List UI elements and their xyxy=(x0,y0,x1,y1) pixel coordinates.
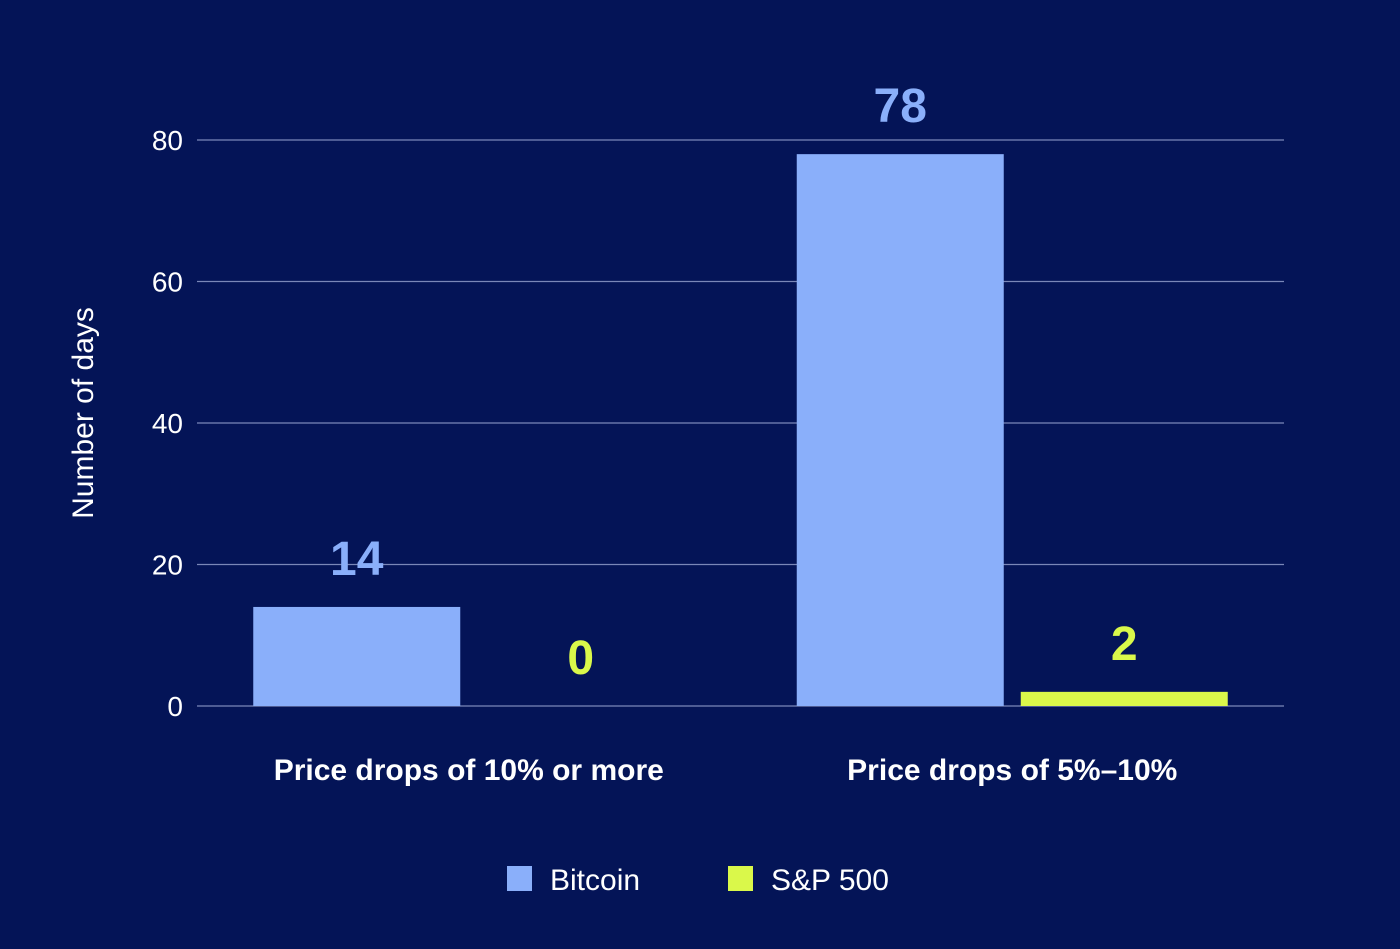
category-label: Price drops of 10% or more xyxy=(274,754,664,787)
bar-sp500-2 xyxy=(1020,691,1228,706)
category-label: Price drops of 5%–10% xyxy=(847,754,1177,787)
legend-label-bitcoin: Bitcoin xyxy=(550,864,640,897)
data-label: 78 xyxy=(874,80,927,133)
legend-label-sp500: S&P 500 xyxy=(771,864,889,897)
y-axis-title: Number of days xyxy=(67,307,100,519)
legend-swatch-bitcoin xyxy=(507,866,532,891)
data-labels: 14 0 78 2 xyxy=(330,80,1138,685)
y-tick-label: 60 xyxy=(152,267,183,298)
category-labels: Price drops of 10% or more Price drops of… xyxy=(274,754,1178,787)
y-tick-label: 80 xyxy=(152,125,183,156)
data-label: 0 xyxy=(567,632,594,685)
bar-bitcoin-2 xyxy=(796,154,1004,706)
legend: Bitcoin S&P 500 xyxy=(507,864,889,897)
y-tick-label: 0 xyxy=(167,691,183,722)
data-label: 14 xyxy=(330,533,384,586)
y-axis-ticks: 0 20 40 60 80 xyxy=(152,125,183,722)
bar-bitcoin-1 xyxy=(253,606,461,706)
y-tick-label: 20 xyxy=(152,550,183,581)
bars xyxy=(253,154,1228,706)
y-tick-label: 40 xyxy=(152,408,183,439)
legend-swatch-sp500 xyxy=(728,866,753,891)
data-label: 2 xyxy=(1111,618,1138,671)
